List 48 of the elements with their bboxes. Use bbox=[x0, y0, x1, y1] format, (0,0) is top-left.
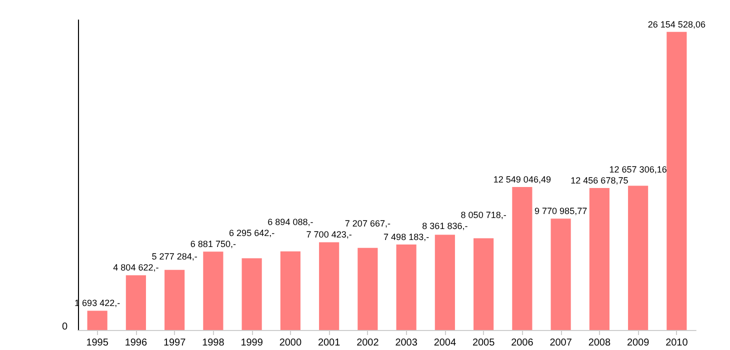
data-label: 12 549 046,49 bbox=[493, 174, 551, 184]
bar bbox=[512, 186, 532, 330]
x-tick-label: 1996 bbox=[124, 338, 148, 348]
data-label: 8 050 718,- bbox=[460, 210, 506, 220]
bar bbox=[550, 218, 571, 330]
x-tick-label: 2009 bbox=[626, 338, 650, 348]
bar bbox=[628, 186, 648, 330]
data-label: 9 770 985,77 bbox=[534, 206, 588, 216]
data-label: 7 207 667,- bbox=[344, 218, 390, 229]
bar bbox=[319, 242, 340, 330]
bar bbox=[396, 244, 416, 330]
x-tick-label: 2006 bbox=[511, 338, 534, 348]
x-tick-label: 2000 bbox=[279, 338, 302, 348]
x-tick-label: 2001 bbox=[318, 338, 341, 348]
x-tick-label: 2004 bbox=[434, 338, 456, 348]
x-tick-label: 1998 bbox=[202, 338, 225, 348]
x-tick-label: 2010 bbox=[666, 338, 688, 348]
bar bbox=[666, 32, 687, 330]
data-label: 6 881 750,- bbox=[190, 239, 236, 250]
data-label: 5 277 284,- bbox=[152, 252, 198, 262]
bar bbox=[87, 310, 108, 330]
data-label: 6 295 642,- bbox=[229, 228, 275, 238]
x-tick-label: 1997 bbox=[163, 338, 186, 348]
x-tick-label: 2007 bbox=[550, 338, 572, 348]
bar bbox=[358, 248, 378, 330]
bar bbox=[474, 238, 494, 330]
data-label: 26 154 528,06 bbox=[648, 19, 706, 30]
data-label: 12 657 306,16 bbox=[609, 164, 667, 175]
x-tick-label: 1999 bbox=[240, 338, 264, 348]
x-tick-label: 2005 bbox=[472, 338, 496, 348]
data-label: 6 894 088,- bbox=[268, 217, 314, 228]
bar bbox=[589, 188, 610, 330]
data-label: 4 804 622,- bbox=[113, 262, 159, 273]
x-tick-label: 1995 bbox=[86, 338, 109, 348]
x-tick-label: 2003 bbox=[395, 338, 418, 348]
x-tick-label: 2008 bbox=[588, 338, 611, 348]
text: 0 bbox=[62, 322, 68, 332]
data-label: 7 498 183,- bbox=[384, 232, 430, 242]
data-label: 7 700 423,- bbox=[306, 230, 352, 240]
bar bbox=[126, 275, 146, 330]
x-tick-label: 2002 bbox=[356, 338, 380, 348]
bar bbox=[242, 258, 262, 330]
data-label: 12 456 678,75 bbox=[570, 176, 628, 186]
bar bbox=[280, 251, 300, 330]
bar bbox=[164, 270, 185, 330]
data-label: 8 361 836,- bbox=[422, 221, 468, 232]
bar bbox=[434, 234, 455, 330]
bar bbox=[203, 252, 224, 330]
